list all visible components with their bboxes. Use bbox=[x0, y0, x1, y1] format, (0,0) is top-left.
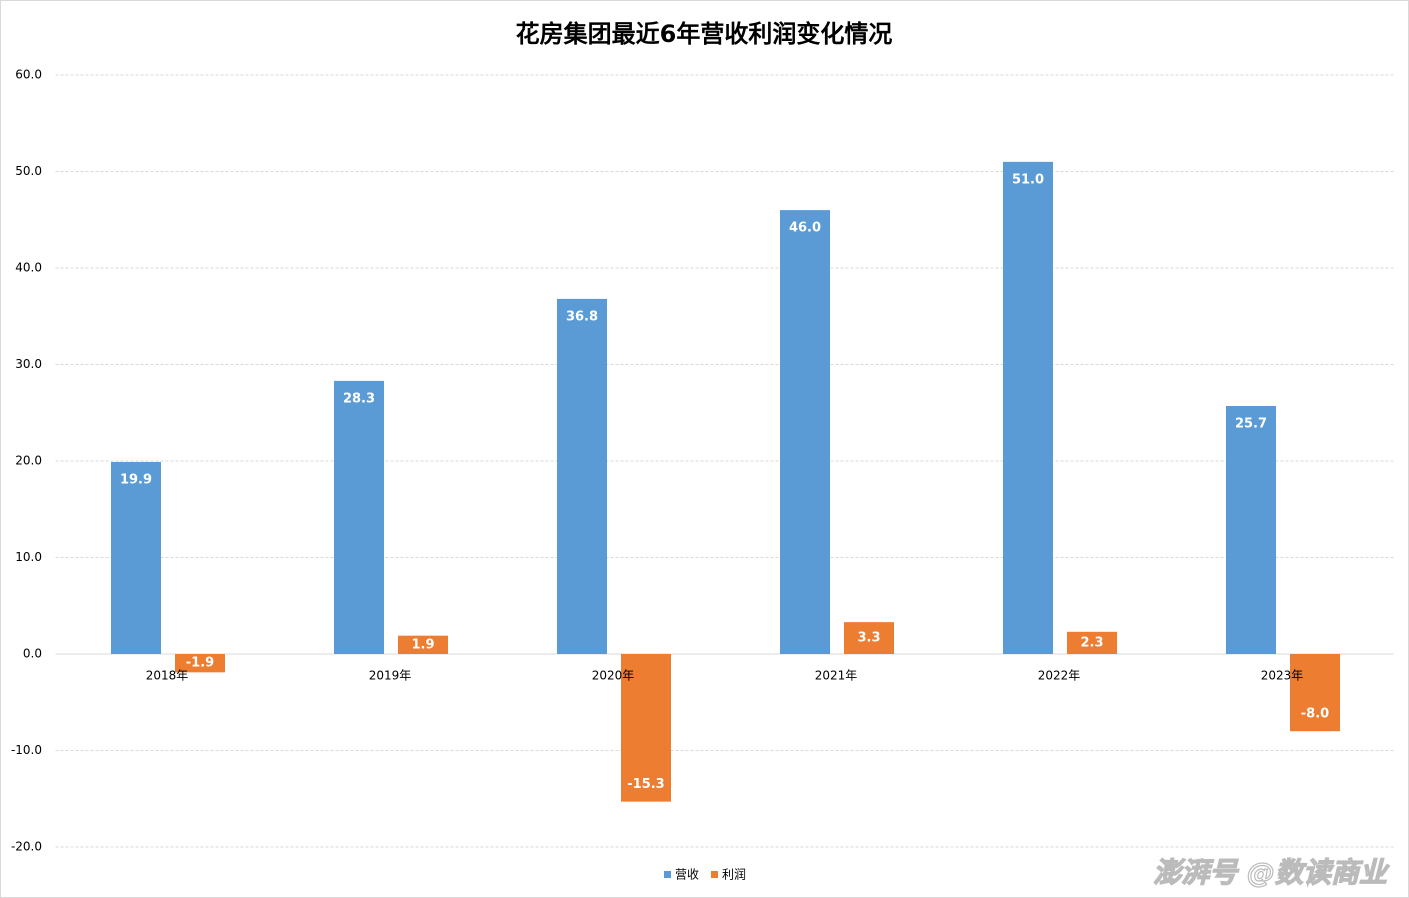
legend-label: 利润 bbox=[722, 868, 746, 882]
data-label: -1.9 bbox=[186, 656, 214, 671]
data-label: 25.7 bbox=[1235, 416, 1267, 431]
y-tick-label: 10.0 bbox=[15, 550, 42, 564]
y-tick-label: 40.0 bbox=[15, 261, 42, 275]
data-label: -8.0 bbox=[1301, 707, 1329, 722]
x-tick-label: 2018年 bbox=[146, 669, 189, 683]
x-tick-label: 2022年 bbox=[1038, 669, 1081, 683]
data-label: 28.3 bbox=[343, 391, 375, 406]
y-tick-label: 0.0 bbox=[23, 647, 42, 661]
y-tick-label: 30.0 bbox=[15, 357, 42, 371]
bar bbox=[1003, 161, 1053, 654]
y-tick-label: 20.0 bbox=[15, 454, 42, 468]
watermark: 澎湃号 @数读商业 bbox=[1153, 856, 1390, 889]
bar bbox=[111, 461, 161, 654]
x-tick-label: 2023年 bbox=[1261, 669, 1304, 683]
bar bbox=[1226, 405, 1276, 654]
data-label: 46.0 bbox=[789, 221, 821, 236]
bar bbox=[844, 622, 894, 654]
bar bbox=[1067, 631, 1117, 654]
data-label: 1.9 bbox=[411, 637, 434, 652]
x-tick-label: 2021年 bbox=[815, 669, 858, 683]
legend-swatch bbox=[664, 871, 671, 878]
y-tick-label: 60.0 bbox=[15, 68, 42, 82]
x-tick-label: 2019年 bbox=[369, 669, 412, 683]
bar bbox=[334, 380, 384, 654]
bar bbox=[398, 635, 448, 654]
data-label: -15.3 bbox=[627, 777, 664, 792]
data-label: 2.3 bbox=[1080, 635, 1103, 650]
chart-title: 花房集团最近6年营收利润变化情况 bbox=[516, 20, 893, 48]
bar bbox=[557, 298, 607, 654]
bar bbox=[175, 654, 225, 673]
data-label: 3.3 bbox=[857, 631, 880, 646]
bar bbox=[1290, 654, 1340, 732]
data-label: 36.8 bbox=[566, 309, 598, 324]
y-tick-label: -10.0 bbox=[11, 743, 42, 757]
data-label: 51.0 bbox=[1012, 172, 1044, 187]
legend-swatch bbox=[711, 871, 719, 878]
bar bbox=[780, 210, 830, 654]
legend-label: 营收 bbox=[675, 868, 699, 882]
data-label: 19.9 bbox=[120, 472, 152, 487]
bar bbox=[621, 654, 671, 802]
y-tick-label: -20.0 bbox=[11, 840, 42, 854]
x-tick-label: 2020年 bbox=[592, 669, 635, 683]
y-tick-label: 50.0 bbox=[15, 164, 42, 178]
